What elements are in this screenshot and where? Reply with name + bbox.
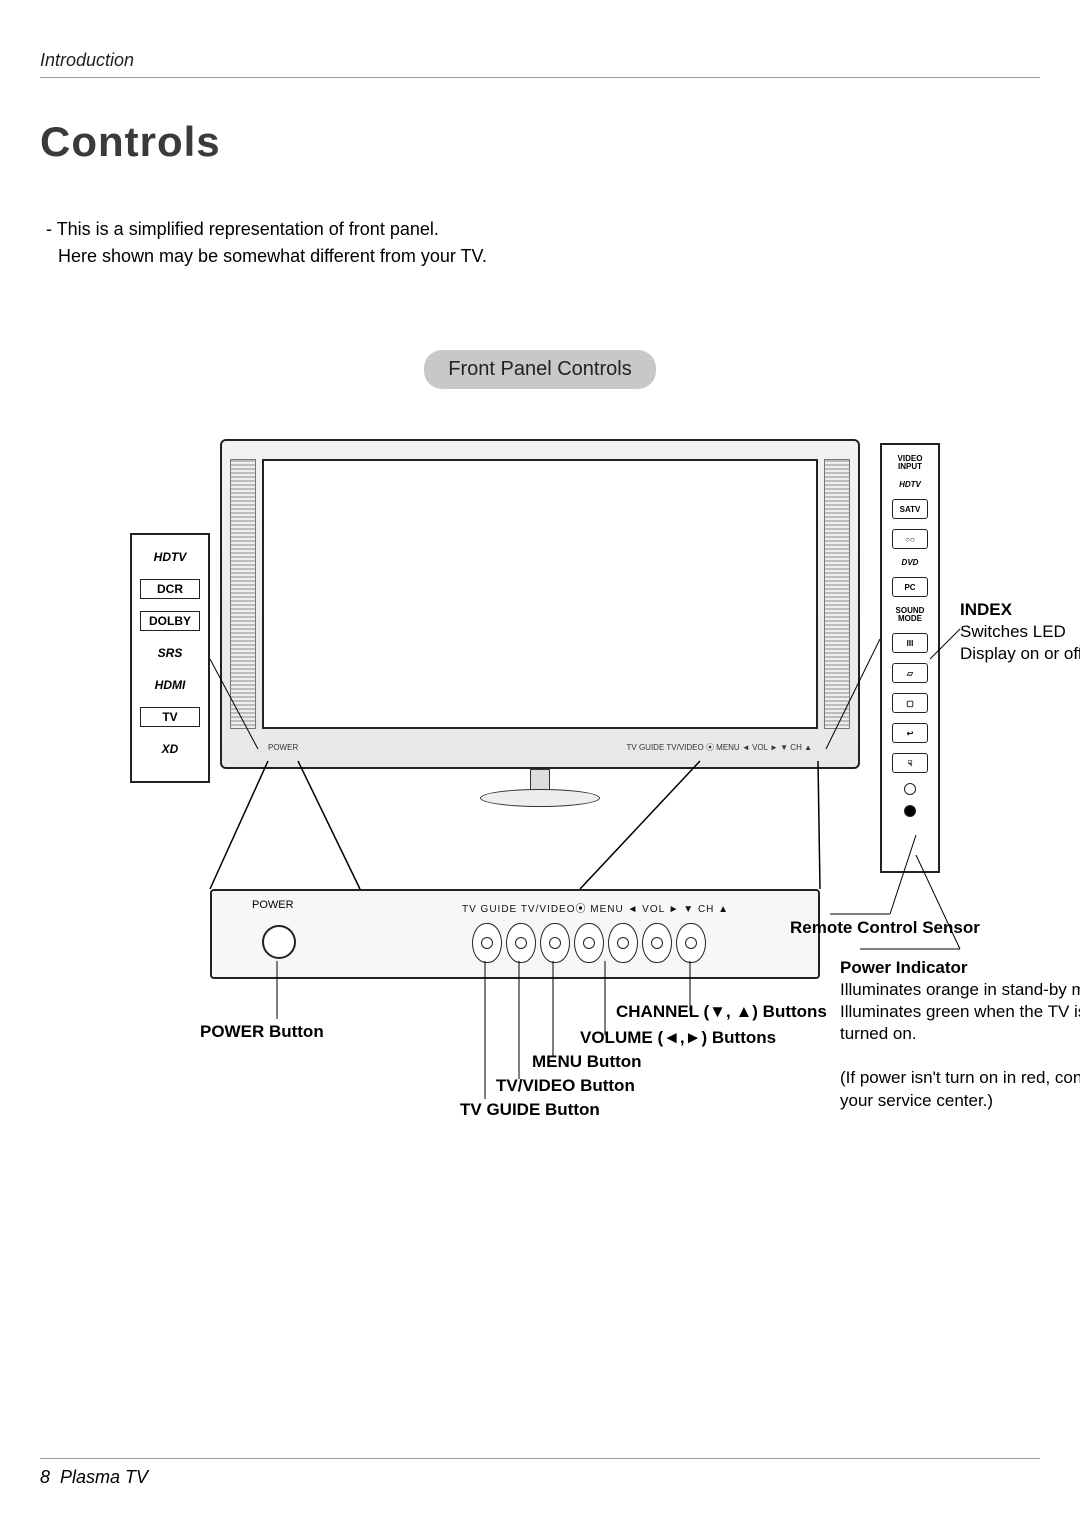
intro-line-2: Here shown may be somewhat different fro… bbox=[58, 243, 1040, 270]
callout-power-btn-text: POWER Button bbox=[200, 1022, 324, 1041]
callout-tvvideo-text: TV/VIDEO Button bbox=[496, 1076, 635, 1095]
bb-buttons bbox=[472, 923, 706, 963]
callout-index-title: INDEX bbox=[960, 600, 1012, 619]
logo-hdtv: HDTV bbox=[140, 547, 200, 567]
icon-b5: ☟ bbox=[892, 753, 928, 773]
callout-index: INDEX Switches LED Display on or off. bbox=[960, 599, 1080, 665]
logo-tv: TV bbox=[140, 707, 200, 727]
callout-volume-text: VOLUME (◄,►) Buttons bbox=[580, 1028, 776, 1047]
callout-power-ind-body2: (If power isn't turn on in red, contact … bbox=[840, 1068, 1080, 1109]
callout-tvvideo: TV/VIDEO Button bbox=[496, 1075, 635, 1097]
icon-b4: ↩ bbox=[892, 723, 928, 743]
icon-hdtv: HDTV bbox=[899, 481, 921, 489]
logo-xd: XD bbox=[140, 739, 200, 759]
bb-power-label: POWER bbox=[252, 899, 294, 911]
bb-btn-tvvideo bbox=[506, 923, 536, 963]
section-pill: Front Panel Controls bbox=[424, 350, 655, 389]
video-input-label: VIDEO INPUT bbox=[886, 455, 934, 471]
callout-remote-sensor: Remote Control Sensor bbox=[790, 917, 990, 939]
callout-menu-text: MENU Button bbox=[532, 1052, 642, 1071]
callout-channel-text: CHANNEL (▼, ▲) Buttons bbox=[616, 1002, 827, 1021]
icon-index: III bbox=[892, 633, 928, 653]
button-bar-zoom: POWER TV GUIDE TV/VIDEO⦿ MENU ◄ VOL ► ▼ … bbox=[210, 889, 820, 979]
icon-dvd: DVD bbox=[902, 559, 919, 567]
sound-mode-label: SOUND MODE bbox=[886, 607, 934, 623]
icon-satv: SATV bbox=[892, 499, 928, 519]
icon-pc: PC bbox=[892, 577, 928, 597]
intro-note: - This is a simplified representation of… bbox=[46, 216, 1040, 270]
icon-b3: ▢ bbox=[892, 693, 928, 713]
remote-sensor-dot bbox=[904, 783, 916, 795]
callout-power-ind-title: Power Indicator bbox=[840, 958, 968, 977]
bb-btn-vol-up bbox=[608, 923, 638, 963]
bb-btn-tvguide bbox=[472, 923, 502, 963]
tv-strip-power: POWER bbox=[268, 743, 298, 752]
logo-column: HDTV DCR DOLBY SRS HDMI TV XD bbox=[130, 533, 210, 783]
power-indicator-dot bbox=[904, 805, 916, 817]
callout-remote-sensor-text: Remote Control Sensor bbox=[790, 918, 980, 937]
page-number: 8 bbox=[40, 1467, 50, 1487]
remote-icon-column: VIDEO INPUT HDTV SATV ○○ DVD PC SOUND MO… bbox=[880, 443, 940, 873]
callout-menu: MENU Button bbox=[532, 1051, 642, 1073]
icon-b2: ▱ bbox=[892, 663, 928, 683]
tv-screen bbox=[262, 459, 818, 729]
callout-tvguide-text: TV GUIDE Button bbox=[460, 1100, 600, 1119]
bb-btn-vol-down bbox=[574, 923, 604, 963]
logo-dolby: DOLBY bbox=[140, 611, 200, 631]
tv-stand bbox=[480, 769, 600, 809]
icon-component: ○○ bbox=[892, 529, 928, 549]
callout-tvguide: TV GUIDE Button bbox=[460, 1099, 600, 1121]
page-title: Controls bbox=[40, 118, 1040, 166]
section-name: Introduction bbox=[40, 50, 134, 70]
tv-speaker-right bbox=[824, 459, 850, 729]
bb-label-row: TV GUIDE TV/VIDEO⦿ MENU ◄ VOL ► ▼ CH ▲ bbox=[462, 897, 818, 917]
callout-index-body: Switches LED Display on or off. bbox=[960, 622, 1080, 663]
callout-power-button: POWER Button bbox=[200, 1021, 324, 1043]
tv-control-strip: POWER TV GUIDE TV/VIDEO ⦿ MENU ◄ VOL ► ▼… bbox=[262, 737, 818, 757]
tv-strip-buttons: TV GUIDE TV/VIDEO ⦿ MENU ◄ VOL ► ▼ CH ▲ bbox=[627, 742, 812, 753]
page-footer: 8 Plasma TV bbox=[40, 1458, 1040, 1488]
callout-power-indicator: Power Indicator Illuminates orange in st… bbox=[840, 957, 1080, 1112]
callout-power-ind-body1: Illuminates orange in stand-by mode, Ill… bbox=[840, 980, 1080, 1043]
bb-btn-ch-up bbox=[676, 923, 706, 963]
tv-body: POWER TV GUIDE TV/VIDEO ⦿ MENU ◄ VOL ► ▼… bbox=[220, 439, 860, 769]
logo-dcr: DCR bbox=[140, 579, 200, 599]
callout-volume: VOLUME (◄,►) Buttons bbox=[580, 1027, 776, 1049]
callout-channel: CHANNEL (▼, ▲) Buttons bbox=[616, 1001, 827, 1023]
tv-speaker-left bbox=[230, 459, 256, 729]
footer-product: Plasma TV bbox=[60, 1467, 148, 1487]
logo-srs: SRS bbox=[140, 643, 200, 663]
logo-hdmi: HDMI bbox=[140, 675, 200, 695]
bb-power-btn bbox=[262, 925, 296, 959]
bb-btn-menu bbox=[540, 923, 570, 963]
front-panel-diagram: HDTV DCR DOLBY SRS HDMI TV XD POWER TV G… bbox=[60, 439, 1020, 1139]
page-header: Introduction bbox=[40, 50, 1040, 78]
bb-btn-ch-down bbox=[642, 923, 672, 963]
intro-line-1: - This is a simplified representation of… bbox=[46, 216, 1040, 243]
